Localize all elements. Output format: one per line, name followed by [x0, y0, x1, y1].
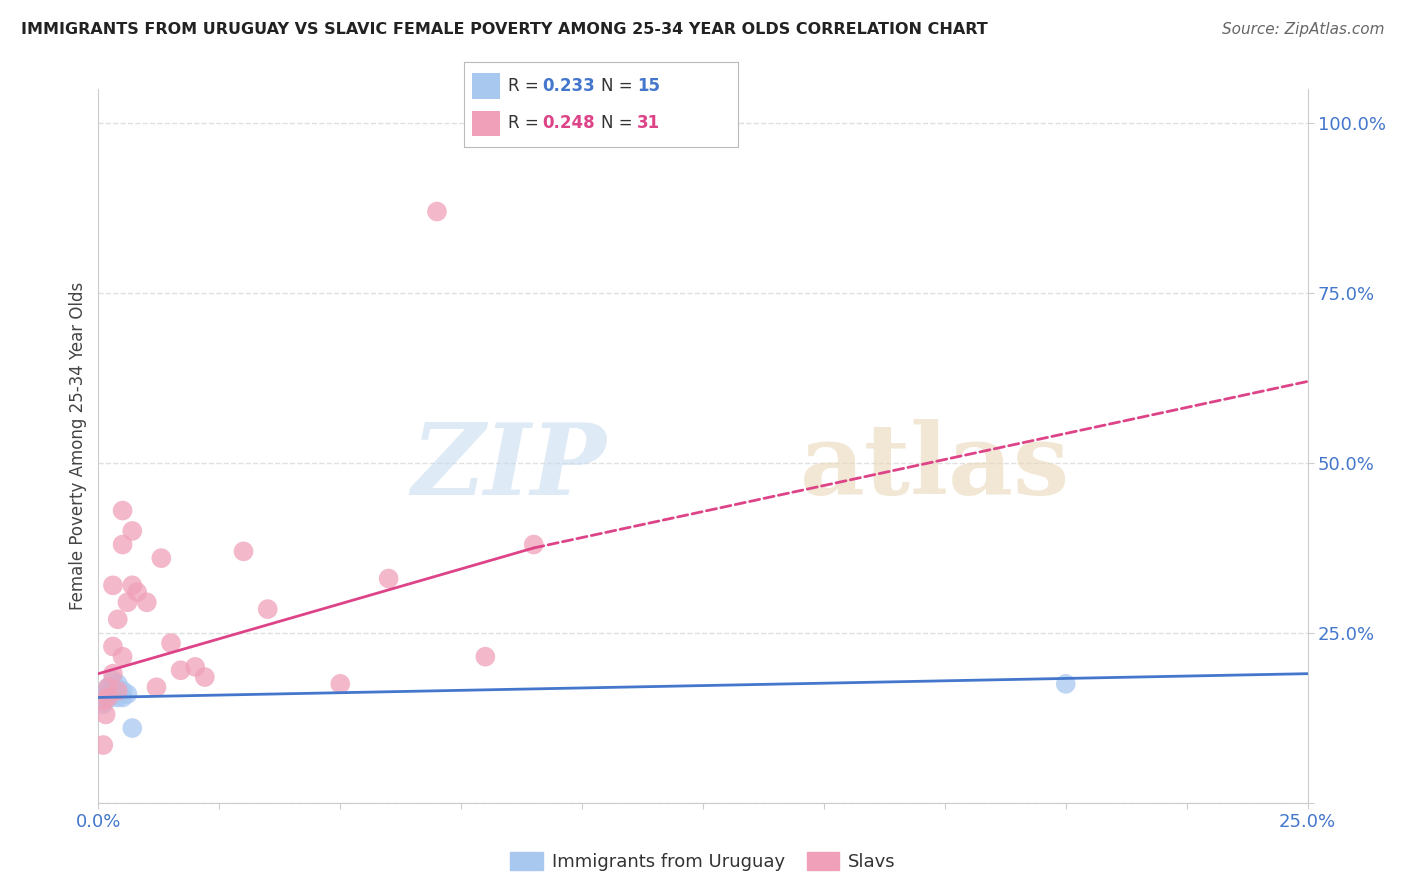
Text: R =: R = — [508, 78, 544, 95]
Point — [107, 612, 129, 626]
Point — [90, 690, 112, 705]
Text: Source: ZipAtlas.com: Source: ZipAtlas.com — [1222, 22, 1385, 37]
Point — [107, 677, 129, 691]
Point — [474, 649, 496, 664]
Text: IMMIGRANTS FROM URUGUAY VS SLAVIC FEMALE POVERTY AMONG 25-34 YEAR OLDS CORRELATI: IMMIGRANTS FROM URUGUAY VS SLAVIC FEMALE… — [21, 22, 988, 37]
Text: atlas: atlas — [800, 419, 1070, 516]
Point — [111, 690, 134, 705]
Point — [111, 537, 134, 551]
Y-axis label: Female Poverty Among 25-34 Year Olds: Female Poverty Among 25-34 Year Olds — [69, 282, 87, 610]
Point — [184, 660, 207, 674]
Text: 0.248: 0.248 — [543, 114, 595, 132]
Point — [377, 572, 399, 586]
Point — [91, 694, 114, 708]
Text: 0.233: 0.233 — [543, 78, 595, 95]
Point — [97, 680, 120, 694]
Legend: Immigrants from Uruguay, Slavs: Immigrants from Uruguay, Slavs — [503, 845, 903, 879]
Point — [94, 687, 117, 701]
Point — [117, 595, 139, 609]
Point — [127, 585, 149, 599]
Point — [107, 690, 129, 705]
Point — [256, 602, 278, 616]
Point — [117, 687, 139, 701]
Point — [150, 551, 173, 566]
Point — [135, 595, 157, 609]
Point — [1054, 677, 1077, 691]
Point — [101, 666, 124, 681]
Point — [121, 721, 143, 735]
Text: 31: 31 — [637, 114, 659, 132]
Point — [101, 578, 124, 592]
Text: 15: 15 — [637, 78, 659, 95]
Point — [194, 670, 217, 684]
Point — [426, 204, 449, 219]
Point — [97, 690, 120, 705]
Point — [111, 649, 134, 664]
Text: N =: N = — [602, 78, 638, 95]
Point — [232, 544, 254, 558]
Text: N =: N = — [602, 114, 638, 132]
Point — [97, 680, 120, 694]
Point — [104, 683, 127, 698]
Point — [169, 663, 191, 677]
Point — [160, 636, 183, 650]
Point — [101, 640, 124, 654]
Point — [100, 690, 122, 705]
Point — [91, 738, 114, 752]
Point — [111, 503, 134, 517]
Point — [121, 524, 143, 538]
Point — [145, 680, 167, 694]
Bar — [472, 73, 499, 99]
Point — [94, 707, 117, 722]
Bar — [472, 111, 499, 136]
Point — [107, 683, 129, 698]
Point — [111, 683, 134, 698]
Point — [329, 677, 352, 691]
Text: R =: R = — [508, 114, 544, 132]
Point — [523, 537, 546, 551]
Point — [101, 673, 124, 688]
Point — [91, 698, 114, 712]
Text: ZIP: ZIP — [412, 419, 606, 516]
Point — [121, 578, 143, 592]
Point — [101, 687, 124, 701]
